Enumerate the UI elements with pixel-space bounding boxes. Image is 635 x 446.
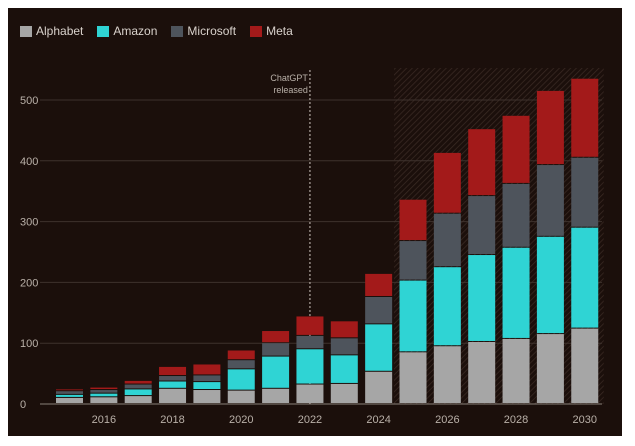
bar-amazon [193,382,221,390]
chatgpt-annotation-text: released [273,85,308,95]
legend: Alphabet Amazon Microsoft Meta [20,24,293,38]
legend-item-amazon: Amazon [97,24,157,38]
y-tick-label: 300 [20,217,38,229]
bar-amazon [262,356,290,388]
bar-amazon [433,267,461,346]
bar-meta [159,366,187,376]
bar-meta [330,321,358,338]
bar-meta [262,331,290,343]
bar-alphabet [193,390,221,403]
bar-microsoft [365,296,393,324]
bar-microsoft [193,375,221,382]
legend-swatch-meta [250,25,263,37]
x-tick-label: 2022 [298,414,322,426]
y-tick-label: 500 [20,95,38,107]
legend-item-alphabet: Alphabet [20,24,83,38]
bar-amazon [399,280,427,352]
bar-alphabet [296,384,324,403]
bar-amazon [56,394,83,397]
legend-label-alphabet: Alphabet [36,24,84,38]
bar-alphabet [433,346,461,403]
bar-amazon [571,227,599,328]
bar-microsoft [399,241,427,280]
bar-microsoft [571,157,599,227]
bar-microsoft [90,390,118,393]
bar-alphabet [571,328,599,403]
chart-frame: Alphabet Amazon Microsoft Meta 0 100 200 30… [8,8,622,436]
bar-alphabet [330,383,358,403]
legend-item-microsoft: Microsoft [171,24,236,38]
bar-amazon [227,369,255,390]
forecast-shaded-region [394,68,604,404]
y-tick-label: 400 [20,156,38,168]
bar-meta [365,273,393,296]
bar-microsoft [296,335,324,349]
bar-meta [399,199,427,241]
stacked-bar-chart: 0 100 200 300 400 500 ChatGPT released 2016 2018 2… [20,68,604,426]
bar-microsoft [159,376,187,381]
bar-meta [296,316,324,335]
bar-alphabet [159,388,187,403]
bar-amazon [330,355,358,383]
bar-alphabet [502,338,530,403]
bar-meta [90,387,118,390]
y-tick-label: 200 [20,277,38,289]
bar-meta [536,90,564,165]
bar-alphabet [365,371,393,403]
legend-swatch-amazon [97,25,110,37]
legend-swatch-microsoft [171,25,184,37]
bar-alphabet [56,397,83,403]
bar-amazon [536,236,564,334]
bar-amazon [468,255,496,341]
bar-alphabet [124,396,152,403]
legend-label-microsoft: Microsoft [187,24,237,38]
bar-meta [433,152,461,213]
bar-microsoft [330,338,358,355]
bar-amazon [90,393,118,397]
bar-microsoft [56,391,83,394]
x-tick-label: 2028 [504,414,528,426]
bar-meta [193,364,221,375]
bar-microsoft [502,183,530,247]
bar-meta [124,380,152,384]
y-tick-label: 0 [20,399,26,411]
legend-item-meta: Meta [250,24,293,38]
bar-amazon [159,381,187,388]
legend-swatch-alphabet [20,25,32,37]
bar-alphabet [90,397,118,403]
bar-microsoft [227,360,255,369]
bar-alphabet [468,341,496,403]
x-tick-label: 2020 [229,414,253,426]
legend-label-meta: Meta [266,24,293,38]
bar-amazon [502,247,530,338]
bar-microsoft [124,384,152,389]
bar-meta [468,129,496,196]
bar-meta [502,115,530,183]
bar-microsoft [262,343,290,356]
bar-meta [56,389,83,391]
x-tick-label: 2024 [366,414,390,426]
x-tick-label: 2030 [573,414,597,426]
bar-microsoft [468,196,496,255]
bar-alphabet [262,388,290,403]
x-tick-label: 2016 [92,414,116,426]
bar-microsoft [433,213,461,267]
legend-label-amazon: Amazon [113,24,158,38]
x-tick-label: 2018 [160,414,184,426]
bar-microsoft [536,165,564,236]
bar-amazon [365,324,393,371]
bar-meta [571,78,599,157]
bar-amazon [124,389,152,396]
bar-alphabet [399,352,427,403]
y-tick-label: 100 [20,338,38,350]
bar-alphabet [227,390,255,403]
chatgpt-annotation-text: ChatGPT [270,73,308,83]
x-tick-label: 2026 [435,414,459,426]
bar-meta [227,350,255,360]
bar-alphabet [536,334,564,403]
bar-amazon [296,349,324,384]
